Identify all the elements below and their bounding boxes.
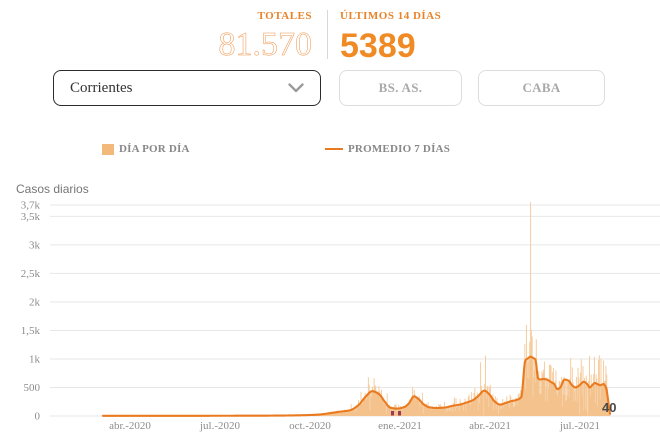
svg-text:2,5k: 2,5k bbox=[21, 268, 41, 280]
svg-text:3,7k: 3,7k bbox=[21, 200, 41, 212]
svg-text:0: 0 bbox=[35, 411, 41, 423]
svg-text:1k: 1k bbox=[29, 353, 41, 365]
svg-text:500: 500 bbox=[24, 382, 41, 394]
svg-text:abr.-2021: abr.-2021 bbox=[469, 420, 511, 432]
svg-text:oct.-2020: oct.-2020 bbox=[289, 420, 331, 432]
svg-text:3k: 3k bbox=[29, 239, 41, 251]
svg-text:abr.-2020: abr.-2020 bbox=[109, 420, 151, 432]
svg-text:jul.-2021: jul.-2021 bbox=[559, 420, 600, 432]
svg-text:2k: 2k bbox=[29, 296, 41, 308]
svg-text:3,5k: 3,5k bbox=[21, 211, 41, 223]
svg-text:1,5k: 1,5k bbox=[21, 325, 41, 337]
svg-text:ene.-2021: ene.-2021 bbox=[378, 420, 422, 432]
svg-text:jul.-2020: jul.-2020 bbox=[199, 420, 241, 432]
svg-text:40: 40 bbox=[602, 400, 616, 415]
